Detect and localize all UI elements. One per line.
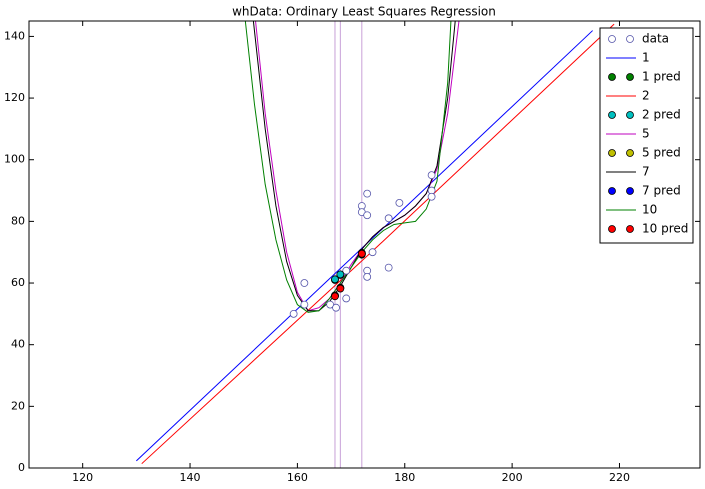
legend-label: 10 pred	[642, 222, 688, 236]
legend-label: 10	[642, 203, 657, 217]
x-tick-label: 220	[609, 471, 630, 484]
point	[368, 248, 377, 257]
legend-label: data	[642, 32, 669, 46]
y-tick-label: 80	[11, 214, 25, 227]
legend-label: 7	[642, 165, 650, 179]
y-tick-label: 60	[11, 276, 25, 289]
point	[289, 309, 298, 318]
legend-marker	[608, 149, 616, 157]
legend-marker	[608, 225, 616, 233]
point	[300, 279, 309, 287]
legend-marker	[608, 111, 616, 119]
point	[384, 214, 393, 223]
point	[336, 270, 345, 279]
point	[363, 272, 372, 281]
x-tick-label: 180	[394, 471, 415, 484]
point	[342, 266, 351, 275]
y-tick-label: 20	[11, 399, 25, 412]
point	[326, 300, 335, 309]
fit-line	[255, 21, 460, 312]
point	[331, 292, 339, 301]
point	[331, 275, 339, 284]
legend-marker	[626, 111, 634, 119]
legend-marker	[608, 187, 616, 195]
legend-marker	[608, 73, 616, 81]
legend-marker	[626, 73, 634, 81]
y-tick-label: 140	[4, 29, 25, 42]
point	[300, 300, 309, 309]
fit-line	[141, 23, 615, 465]
y-tick-label: 0	[18, 461, 25, 474]
axes: 120 140 160 180 200 220 0 20 40 60 80 100 120 140	[4, 21, 700, 484]
legend-marker	[626, 225, 634, 233]
legend-label: 5 pred	[642, 146, 681, 160]
point	[342, 294, 351, 303]
point	[332, 303, 340, 312]
point	[395, 198, 404, 207]
fit-line	[252, 21, 456, 312]
legend-marker	[626, 149, 634, 157]
x-tick-label: 200	[502, 471, 523, 484]
legend-label: 1	[642, 51, 650, 65]
point	[363, 211, 372, 220]
y-tick-label: 40	[11, 338, 25, 351]
y-tick-label: 100	[4, 153, 25, 166]
legend: data 1 1 pred 2 2 pred 5 5 pred 7 7 pred 10 10 pre…	[599, 27, 694, 244]
y-tick-label: 120	[4, 91, 25, 104]
legend-box	[599, 27, 694, 244]
legend-label: 2	[642, 89, 650, 103]
x-tick-label: 120	[72, 471, 93, 484]
x-tick-label: 140	[180, 471, 201, 484]
legend-marker	[608, 35, 616, 43]
legend-label: 5	[642, 127, 650, 141]
axes-frame	[28, 20, 701, 469]
point	[357, 249, 366, 258]
x-tick-label: 160	[287, 471, 308, 484]
plot-area	[136, 21, 615, 468]
legend-label: 1 pred	[642, 70, 681, 84]
point	[427, 171, 436, 180]
legend-marker	[626, 187, 634, 195]
legend-marker	[626, 35, 634, 43]
legend-label: 7 pred	[642, 184, 681, 198]
fit-line	[244, 21, 452, 313]
point	[363, 189, 372, 198]
point	[427, 192, 436, 201]
chart-title: whData: Ordinary Least Squares Regressio…	[232, 5, 496, 19]
point	[384, 263, 393, 272]
point	[336, 284, 345, 293]
legend-label: 2 pred	[642, 108, 681, 122]
